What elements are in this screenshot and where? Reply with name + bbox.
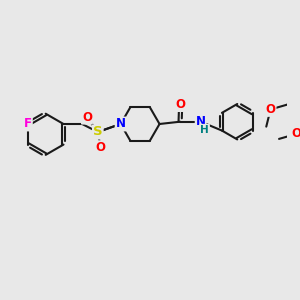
Text: O: O: [266, 103, 275, 116]
Text: N: N: [116, 118, 126, 130]
Text: O: O: [291, 128, 300, 140]
Text: F: F: [24, 118, 32, 130]
Text: O: O: [82, 111, 92, 124]
Text: S: S: [93, 125, 103, 139]
Text: N: N: [196, 115, 206, 128]
Text: O: O: [96, 141, 106, 154]
Text: O: O: [176, 98, 186, 111]
Text: H: H: [200, 125, 209, 135]
